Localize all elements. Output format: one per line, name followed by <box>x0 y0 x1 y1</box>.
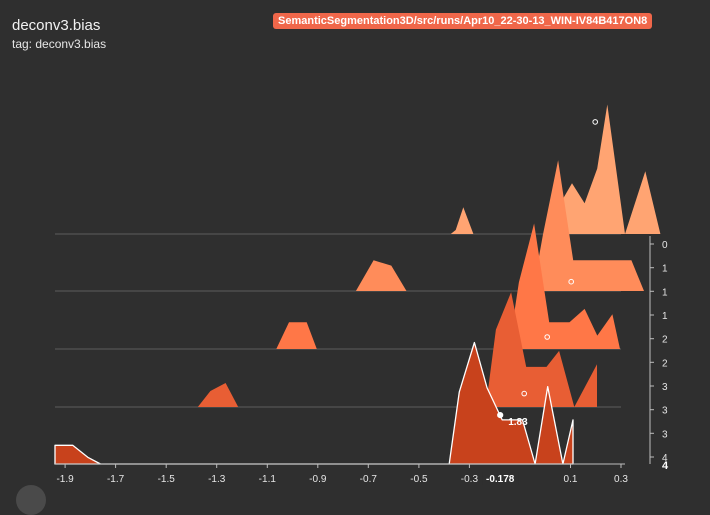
hover-marker-step-2 <box>568 278 575 285</box>
x-tick-label: -0.9 <box>309 474 327 485</box>
hover-x-readout: -0.178 <box>486 474 515 485</box>
hover-marker-step-1 <box>592 119 599 125</box>
step-tick-label: 3 <box>662 429 668 440</box>
step-axis: 0 1 1 1 2 2 3 3 3 44 <box>649 236 669 472</box>
x-tick-label: -1.5 <box>158 474 176 485</box>
histogram-area-step-2 <box>355 160 644 291</box>
histogram-plot[interactable]: -1.9 -1.7 -1.5 -1.3 -1.1 -0.9 -0.7 -0.5 -0.3 0.1 0… <box>0 0 710 492</box>
x-tick-label: -0.3 <box>461 474 479 485</box>
x-tick-label: -1.7 <box>107 474 125 485</box>
corner-control[interactable] <box>16 485 46 515</box>
hover-marker-step-5 <box>497 412 504 419</box>
histogram-areas <box>54 104 661 465</box>
hover-value-label: 1.83 <box>508 417 528 428</box>
hover-marker-step-3 <box>544 334 551 340</box>
step-tick-label: 2 <box>662 335 668 346</box>
chart-title: deconv3.bias <box>12 17 101 34</box>
x-tick-label: -0.5 <box>410 474 428 485</box>
chart-tag-line: tag: deconv3.bias <box>12 37 107 51</box>
step-tick-label: 4 <box>662 453 668 464</box>
step-current-label: 4 <box>662 460 669 472</box>
hover-x-readout-box <box>482 472 519 485</box>
histogram-area-step-4 <box>197 292 598 407</box>
x-tick-label: -1.1 <box>259 474 277 485</box>
step-tick-label: 2 <box>662 358 668 369</box>
x-tick-label: 0.3 <box>614 474 628 485</box>
step-tick-label: 0 <box>662 240 668 251</box>
x-axis: -1.9 -1.7 -1.5 -1.3 -1.1 -0.9 -0.7 -0.5 -0.3 0.1 0… <box>55 463 628 485</box>
run-badge[interactable]: SemanticSegmentation3D/src/runs/Apr10_22… <box>273 13 653 29</box>
x-tick-label: 0.1 <box>564 474 578 485</box>
step-tick-label: 1 <box>662 311 668 322</box>
step-tick-label: 3 <box>662 382 668 393</box>
hover-marker-step-4 <box>521 390 528 397</box>
histogram-area-step-3 <box>276 223 620 349</box>
histogram-area-step-1 <box>450 104 661 234</box>
step-tick-label: 1 <box>662 287 668 298</box>
histogram-area-step-5 <box>54 341 574 465</box>
x-tick-label: -1.9 <box>56 474 74 485</box>
x-tick-label: -0.7 <box>360 474 378 485</box>
step-tick-label: 1 <box>662 264 668 275</box>
hover-readout: 1.83 -0.178 <box>482 119 599 485</box>
step-tick-label: 3 <box>662 406 668 417</box>
x-tick-label: -1.3 <box>208 474 226 485</box>
